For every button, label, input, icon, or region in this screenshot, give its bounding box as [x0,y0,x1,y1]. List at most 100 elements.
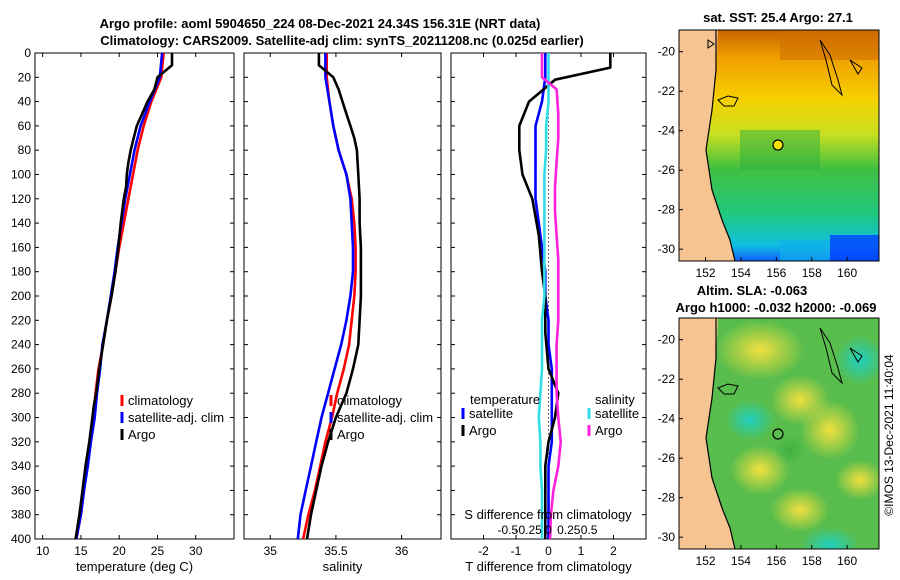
temperature-legend-label: Argo [128,427,155,442]
salinity-axes-box [243,52,442,540]
differences-xtick-label: 1 [578,544,585,558]
differences-xtick-label: -2 [478,544,489,558]
salinity-legend-label: Argo [337,427,364,442]
differences-xtick-label: 2 [610,544,617,558]
depth-tick-label: 40 [18,95,32,109]
sla-lon-label: 156 [766,554,786,568]
sla-lat-label: -28 [658,491,676,505]
salinity-xtick-label: 35.5 [324,544,348,558]
sst-lat-label: -22 [658,84,676,98]
depth-tick-label: 340 [11,459,31,473]
depth-tick-label: 80 [18,143,32,157]
depth-tick-label: 280 [11,386,31,400]
depth-tick-label: 0 [24,46,31,60]
sst-map: sat. SST: 25.4 Argo: 27.1 152 154 156 158 16… [658,10,880,280]
depth-tick-label: 360 [11,483,31,497]
temperature-series-argo [74,53,174,540]
sst-lat-label: -26 [658,163,676,177]
sst-land [679,30,735,261]
depth-tick-label: 140 [11,216,31,230]
sst-lat-label: -30 [658,242,676,256]
sst-lat-label: -20 [658,45,676,59]
sla-lon-label: 160 [837,554,857,568]
salinity-xtick-label: 36 [395,544,409,558]
salinity-xlabel: salinity [323,559,363,574]
diff-legend-label: Argo [595,423,622,438]
depth-tick-label: 20 [18,70,32,84]
differences-xlabel: T difference from climatology [465,559,632,574]
sla-lon-label: 154 [731,554,751,568]
depth-tick-label: 220 [11,313,31,327]
sla-map-subtitle: Argo h1000: -0.032 h2000: -0.069 [676,300,877,315]
sla-map-title: Altim. SLA: -0.063 [697,283,808,298]
differences-xtick-label: -1 [511,544,522,558]
sla-lat-label: -20 [658,333,676,347]
sla-lat-label: -30 [658,530,676,544]
sst-lon-label: 160 [837,266,857,280]
temperature-axes-box [34,52,235,540]
depth-tick-label: 180 [11,265,31,279]
depth-tick-label: 120 [11,192,31,206]
diff-legend-t-title: temperature [470,392,540,407]
salinity-series-satellite-adj-clim [296,53,355,540]
depth-tick-label: 240 [11,338,31,352]
sla-land [679,318,735,549]
temperature-xtick-label: 30 [189,544,203,558]
temperature-legend-label: satellite-adj. clim [128,410,224,425]
salinity-panel: 35 35.5 36 salinity climatology satellite-adj… [243,52,442,574]
sst-lat-label: -24 [658,124,676,138]
differences-xtick-label: 0 [545,544,552,558]
differences-series-s-argo [540,53,562,540]
s-diff-tick-label: 0 [545,523,552,537]
sst-lat-label: -28 [658,203,676,217]
s-diff-tick-label: 0.25 [557,523,581,537]
sla-map: Altim. SLA: -0.063 Argo h1000: -0.032 h2… [658,283,880,568]
sla-argo-marker [772,428,784,440]
sla-lat-label: -22 [658,372,676,386]
depth-tick-label: 100 [11,168,31,182]
temperature-xtick-label: 20 [113,544,127,558]
sla-lat-label: -24 [658,412,676,426]
sst-lon-label: 156 [766,266,786,280]
temperature-xlabel: temperature (deg C) [76,559,193,574]
timestamp-label: ©IMOS 13-Dec-2021 11:40:04 [882,354,896,516]
sst-lon-label: 158 [802,266,822,280]
temperature-xtick-label: 15 [74,544,88,558]
diff-legend-s-title: salinity [595,392,635,407]
s-diff-tick-label: -0.25 [515,523,543,537]
salinity-legend-label: satellite-adj. clim [337,410,433,425]
figure-title-line1: Argo profile: aoml 5904650_224 08-Dec-20… [100,16,541,31]
depth-tick-label: 380 [11,508,31,522]
sst-lon-label: 154 [731,266,751,280]
sst-argo-marker [772,139,784,151]
sla-lat-label: -26 [658,451,676,465]
sst-map-title: sat. SST: 25.4 Argo: 27.1 [703,10,853,25]
diff-legend-label: satellite [595,406,639,421]
temperature-panel: 10 15 20 25 30020406080100120140160180200220… [11,46,235,574]
s-diff-xlabel: S difference from climatology [464,507,632,522]
sst-lon-label: 152 [696,266,716,280]
differences-panel: -2 -1 0 1 2T difference from climatology temp… [450,52,647,574]
figure-title-line2: Climatology: CARS2009. Satellite-adj cli… [100,33,583,48]
sla-lon-label: 158 [802,554,822,568]
depth-tick-label: 260 [11,362,31,376]
s-diff-tick-label: -0.5 [498,523,519,537]
temperature-legend-label: climatology [128,393,194,408]
depth-tick-label: 400 [11,532,31,546]
depth-tick-label: 300 [11,411,31,425]
temperature-xtick-label: 25 [151,544,165,558]
depth-tick-label: 200 [11,289,31,303]
temperature-xtick-label: 10 [36,544,50,558]
depth-tick-label: 60 [18,119,32,133]
diff-legend-label: Argo [469,423,496,438]
salinity-series-argo [305,53,363,540]
sla-lon-label: 152 [696,554,716,568]
depth-tick-label: 320 [11,435,31,449]
depth-tick-label: 160 [11,240,31,254]
salinity-xtick-label: 35 [264,544,278,558]
s-diff-tick-label: 0.5 [581,523,598,537]
differences-series-s-satellite [537,53,550,539]
salinity-legend-label: climatology [337,393,403,408]
diff-legend-label: satellite [469,406,513,421]
